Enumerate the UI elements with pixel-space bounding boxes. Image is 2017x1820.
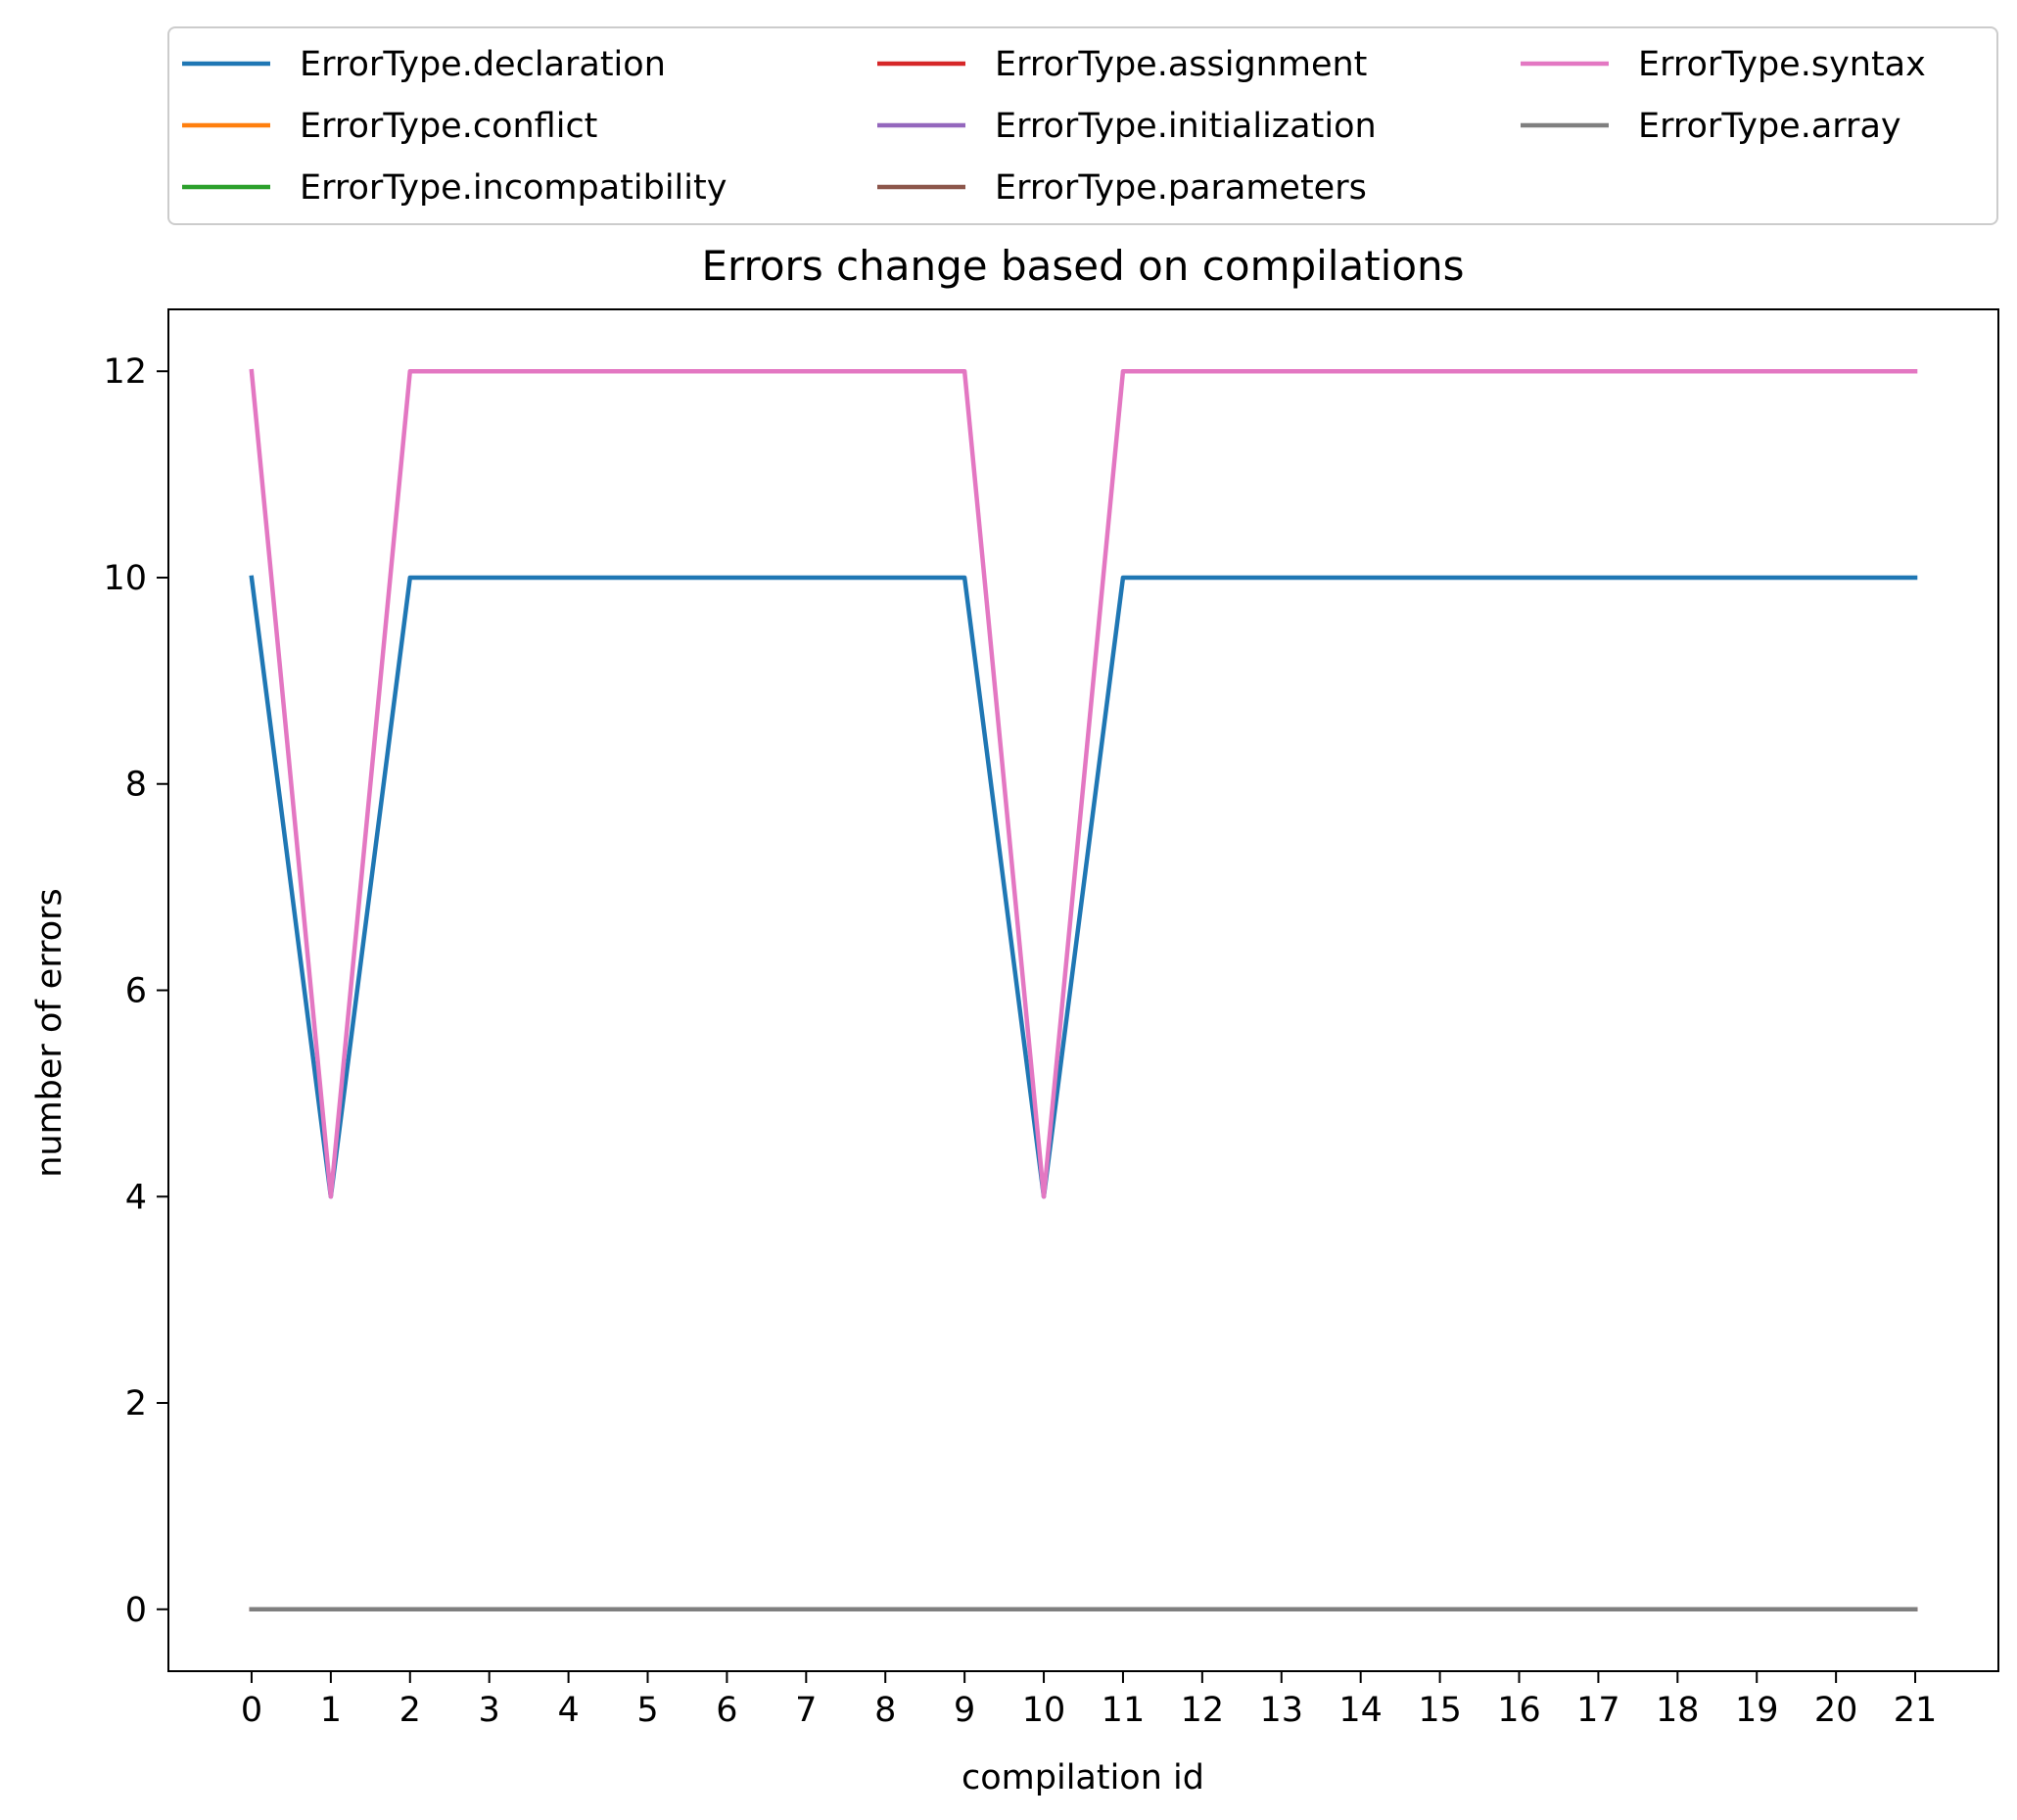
x-tick-label: 20 <box>1814 1691 1858 1730</box>
legend-item-errortype-syntax: ErrorType.syntax <box>1521 45 1926 84</box>
legend-item-errortype-declaration: ErrorType.declaration <box>182 45 666 84</box>
legend-label: ErrorType.incompatibility <box>300 168 727 208</box>
y-tick-label: 0 <box>125 1591 147 1630</box>
legend-label: ErrorType.initialization <box>995 107 1377 146</box>
y-tick-label: 6 <box>125 972 147 1011</box>
y-axis-label: number of errors <box>30 888 70 1178</box>
x-tick-label: 18 <box>1656 1691 1700 1730</box>
legend-label: ErrorType.assignment <box>995 45 1367 84</box>
axis-ticks: 0 1 2 3 4 5 6 7 8 9 10 11 12 13 14 15 16 17 18 19 20 21024681… <box>103 352 1937 1730</box>
legend-item-errortype-incompatibility: ErrorType.incompatibility <box>182 168 727 208</box>
x-tick-label: 12 <box>1181 1691 1225 1730</box>
legend-label: ErrorType.parameters <box>995 168 1367 208</box>
x-tick-label: 13 <box>1259 1691 1303 1730</box>
y-tick-label: 2 <box>125 1384 147 1423</box>
legend-item-errortype-assignment: ErrorType.assignment <box>877 45 1367 84</box>
legend-label: ErrorType.declaration <box>300 45 666 84</box>
legend-item-errortype-initialization: ErrorType.initialization <box>877 107 1377 146</box>
plot-frame <box>167 308 1999 1672</box>
y-tick-label: 8 <box>125 766 147 805</box>
x-tick-label: 6 <box>716 1691 737 1730</box>
x-tick-label: 16 <box>1497 1691 1541 1730</box>
legend-box <box>167 26 1998 225</box>
legend-item-errortype-conflict: ErrorType.conflict <box>182 107 597 146</box>
x-tick-label: 1 <box>320 1691 342 1730</box>
y-tick-label: 12 <box>103 352 147 392</box>
y-tick-label: 4 <box>125 1178 147 1217</box>
x-tick-label: 0 <box>241 1691 262 1730</box>
legend-label: ErrorType.conflict <box>300 107 597 146</box>
x-tick-label: 10 <box>1022 1691 1066 1730</box>
legend-item-errortype-array: ErrorType.array <box>1521 107 1901 146</box>
plot-area <box>167 308 1999 1672</box>
x-tick-label: 5 <box>636 1691 658 1730</box>
x-tick-label: 19 <box>1735 1691 1779 1730</box>
series-lines <box>249 368 1918 1612</box>
series-line-errortype-syntax <box>249 368 1918 1199</box>
x-tick-label: 7 <box>795 1691 817 1730</box>
x-tick-label: 14 <box>1338 1691 1383 1730</box>
legend: ErrorType.declaration ErrorType.conflict E… <box>167 26 1998 225</box>
chart-title: Errors change based on compilations <box>701 242 1464 290</box>
x-tick-label: 11 <box>1102 1691 1146 1730</box>
legend-label: ErrorType.syntax <box>1638 45 1926 84</box>
x-tick-label: 8 <box>874 1691 896 1730</box>
legend-item-errortype-parameters: ErrorType.parameters <box>877 168 1367 208</box>
series-line-errortype-declaration <box>249 575 1918 1199</box>
x-tick-label: 15 <box>1418 1691 1462 1730</box>
x-tick-label: 4 <box>557 1691 579 1730</box>
x-tick-label: 21 <box>1894 1691 1938 1730</box>
x-tick-label: 9 <box>954 1691 975 1730</box>
x-tick-label: 3 <box>479 1691 500 1730</box>
x-axis-label: compilation id <box>962 1758 1204 1797</box>
x-tick-label: 2 <box>399 1691 421 1730</box>
x-tick-label: 17 <box>1576 1691 1620 1730</box>
y-tick-label: 10 <box>103 559 147 598</box>
legend-label: ErrorType.array <box>1638 107 1901 146</box>
